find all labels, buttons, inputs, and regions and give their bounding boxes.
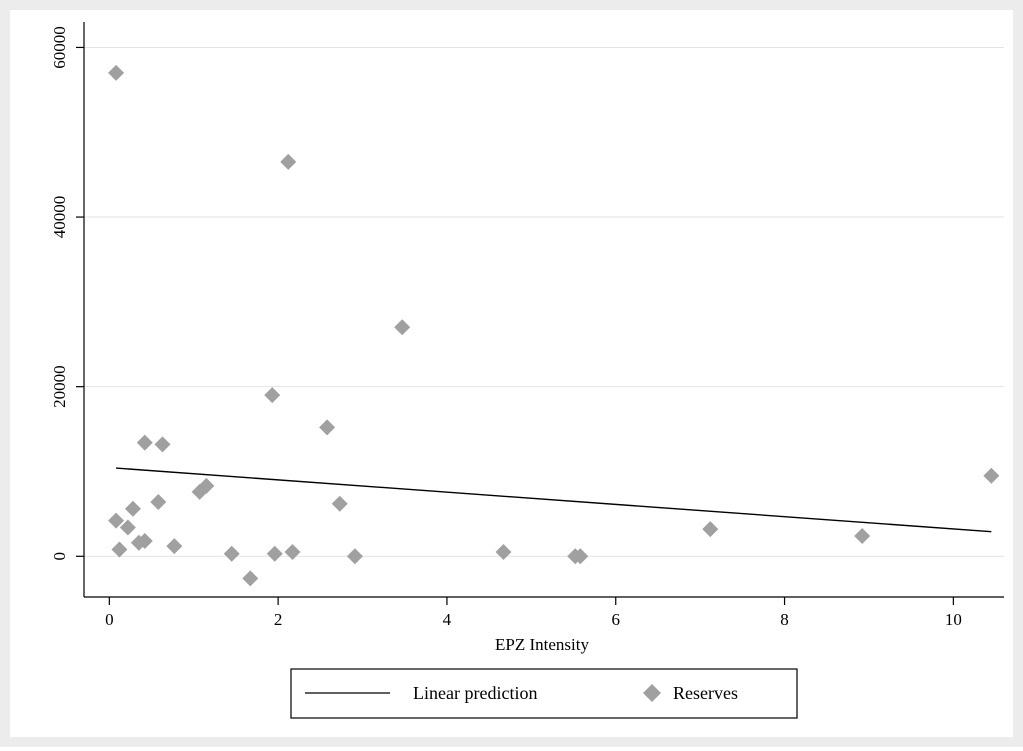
reserves-point <box>223 545 240 562</box>
reserves-point <box>854 527 871 544</box>
reserves-point <box>242 570 259 587</box>
reserves-point <box>124 500 141 517</box>
reserves-point <box>394 319 411 336</box>
y-tick-label: 20000 <box>50 365 69 408</box>
reserves-point <box>346 548 363 565</box>
reserves-point <box>108 64 125 81</box>
reserves-point <box>331 495 348 512</box>
x-axis-title: EPZ Intensity <box>495 635 589 654</box>
x-tick-label: 4 <box>443 610 452 629</box>
reserves-point <box>702 521 719 538</box>
reserves-point <box>136 533 153 550</box>
legend: Linear prediction Reserves <box>290 668 798 719</box>
legend-marker-swatch <box>643 684 661 702</box>
reserves-point <box>266 545 283 562</box>
x-tick-label: 10 <box>945 610 962 629</box>
reserves-point <box>111 541 128 558</box>
reserves-point <box>264 387 281 404</box>
reserves-point <box>284 544 301 561</box>
grid-layer <box>84 46 1004 557</box>
x-tick-label: 0 <box>105 610 114 629</box>
reserves-point <box>108 512 125 529</box>
chart-inner-background <box>10 10 1013 737</box>
legend-label-reserves: Reserves <box>673 683 738 703</box>
linear-prediction-line <box>116 467 992 533</box>
reserves-point <box>572 548 589 565</box>
y-tick-label: 0 <box>50 552 69 561</box>
reserves-point <box>119 519 136 536</box>
series-layer <box>108 64 1000 587</box>
x-tick-label: 8 <box>780 610 789 629</box>
x-tick-label: 6 <box>611 610 620 629</box>
reserves-point <box>319 419 336 436</box>
reserves-point <box>154 436 171 453</box>
reserves-point <box>983 467 1000 484</box>
reserves-point <box>150 494 167 511</box>
reserves-point <box>136 434 153 451</box>
legend-label-linear-prediction: Linear prediction <box>413 683 537 703</box>
y-tick-label: 60000 <box>50 26 69 68</box>
axes-layer: 0 20000 40000 60000 0 2 4 6 8 10 <box>50 22 1004 629</box>
x-tick-label: 2 <box>274 610 283 629</box>
reserves-point <box>198 477 215 494</box>
reserves-point <box>166 538 183 555</box>
y-tick-label: 40000 <box>50 196 69 239</box>
reserves-point <box>495 544 512 561</box>
reserves-point <box>280 153 297 170</box>
